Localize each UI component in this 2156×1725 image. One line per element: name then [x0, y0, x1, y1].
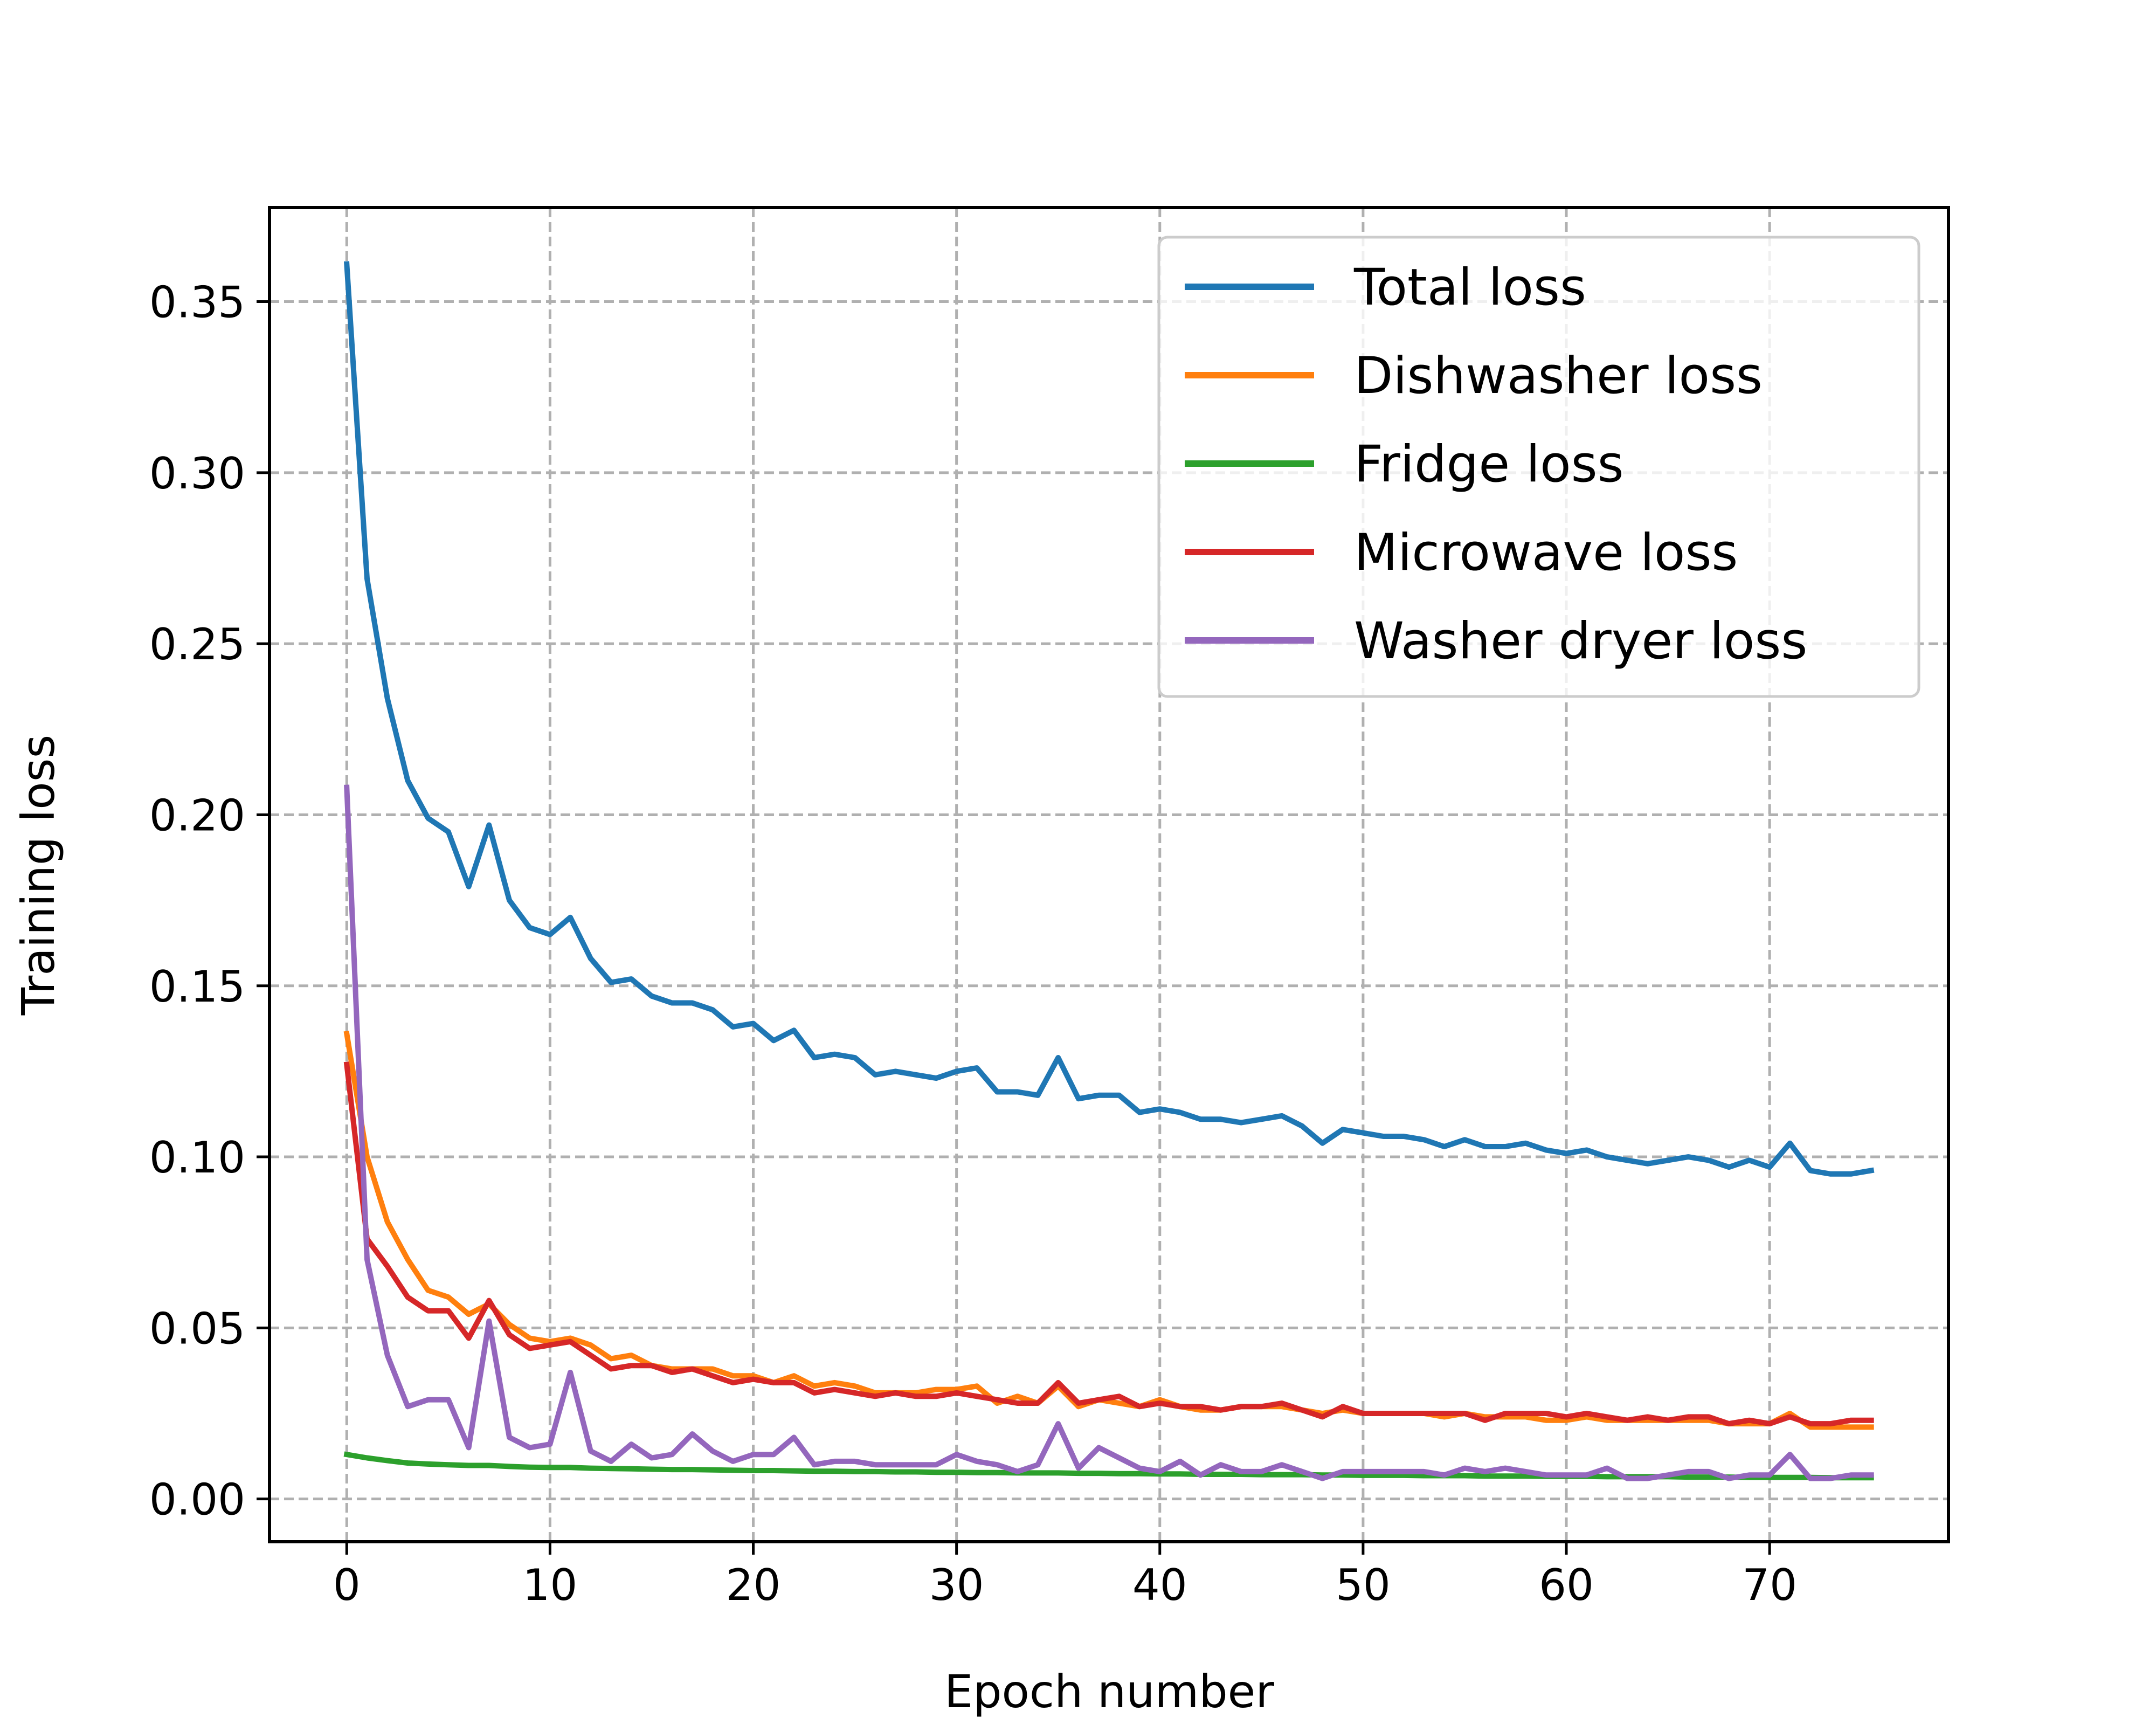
y-tick-label: 0.00	[149, 1475, 245, 1525]
y-axis-label: Training loss	[12, 735, 65, 1016]
series-line-fridge-loss	[343, 1451, 1874, 1481]
y-tick-label: 0.05	[149, 1303, 245, 1354]
series-line-microwave-loss	[343, 1061, 1874, 1427]
x-tick-label: 40	[1132, 1560, 1187, 1610]
x-tick-label: 50	[1336, 1560, 1391, 1610]
plot-frame	[268, 206, 1950, 1543]
y-tick-label: 0.10	[149, 1133, 245, 1183]
y-tick-label: 0.20	[149, 790, 245, 840]
legend-label-total-loss: Total loss	[1353, 258, 1586, 317]
x-axis-ticks: 0 10 20 30 40 50 60 70	[333, 1542, 1797, 1610]
series-line-washer-dryer-loss	[344, 784, 1874, 1481]
y-tick-label: 0.35	[149, 278, 245, 328]
y-tick-label: 0.30	[149, 448, 245, 499]
y-axis-ticks: 0.00 0.05 0.10 0.15 0.20 0.25 0.30 0.35	[149, 278, 270, 1525]
legend-box	[1157, 236, 1920, 698]
series-line-total-loss	[343, 261, 1875, 1177]
legend-label-washer-dryer-loss: Washer dryer loss	[1354, 612, 1807, 671]
y-tick-label: 0.15	[149, 962, 245, 1012]
x-tick-label: 20	[726, 1560, 781, 1610]
x-tick-label: 10	[523, 1560, 578, 1610]
legend-label-dishwasher-loss: Dishwasher loss	[1354, 347, 1763, 405]
x-tick-label: 60	[1539, 1560, 1594, 1610]
x-tick-label: 70	[1742, 1560, 1797, 1610]
legend-label-microwave-loss: Microwave loss	[1354, 523, 1738, 582]
x-axis-label: Epoch number	[944, 1665, 1274, 1718]
x-tick-label: 30	[929, 1560, 984, 1610]
y-tick-label: 0.25	[149, 619, 245, 670]
x-tick-label: 0	[333, 1560, 361, 1610]
legend: Total loss Dishwasher loss Fridge loss Micr…	[1157, 236, 1920, 698]
series-lines	[343, 261, 1875, 1481]
legend-label-fridge-loss: Fridge loss	[1354, 435, 1624, 494]
